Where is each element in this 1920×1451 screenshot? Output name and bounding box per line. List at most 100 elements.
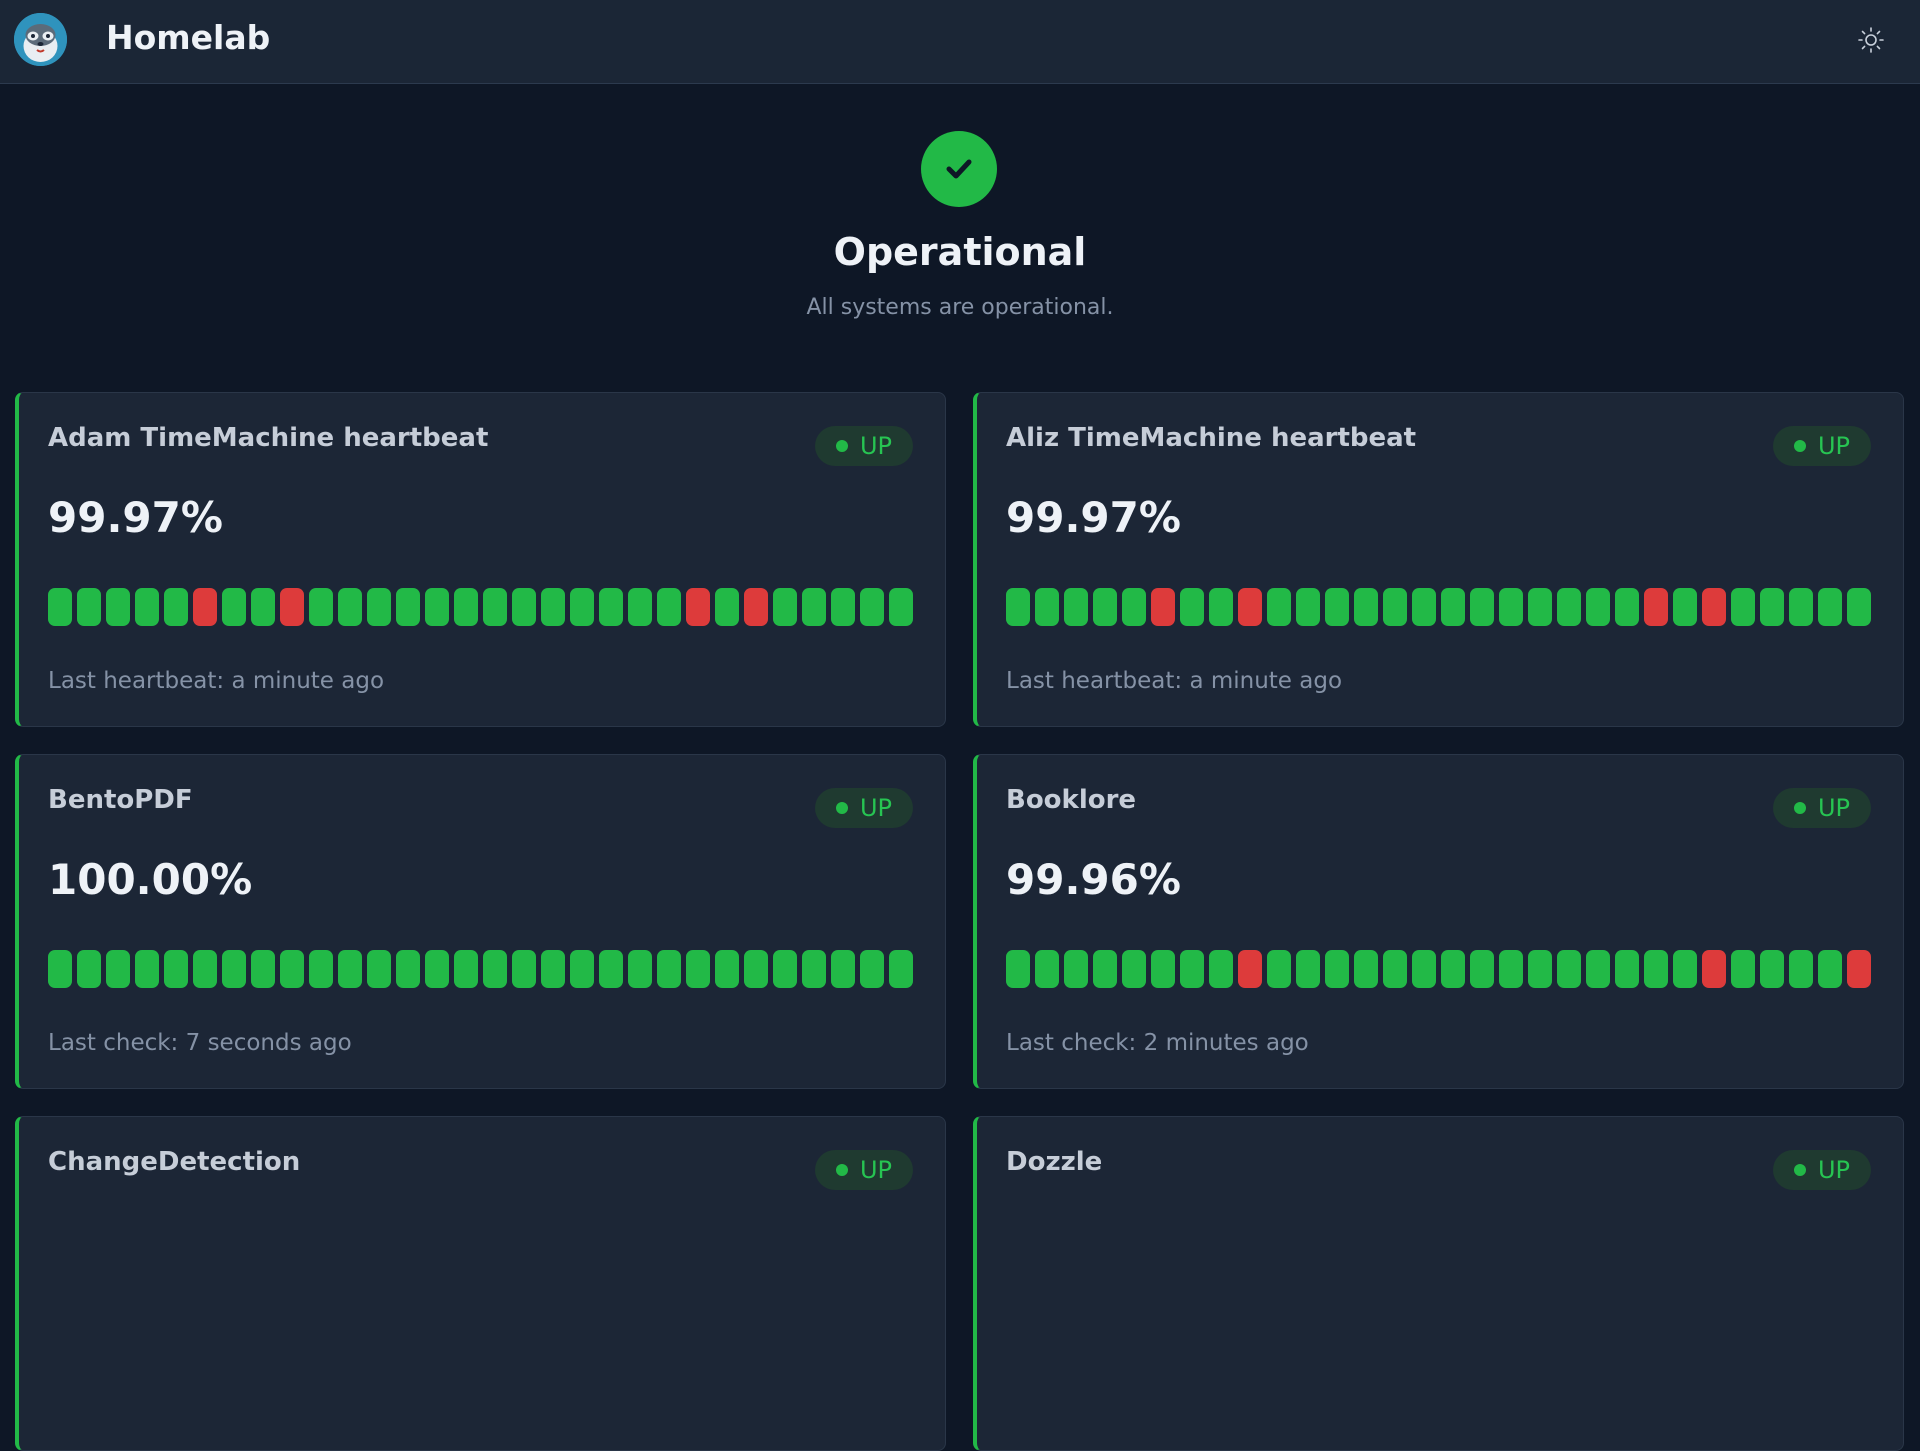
heartbeat-up[interactable]: [1035, 950, 1059, 988]
heartbeat-up[interactable]: [889, 588, 913, 626]
heartbeat-up[interactable]: [512, 950, 536, 988]
heartbeat-up[interactable]: [1093, 588, 1117, 626]
heartbeat-up[interactable]: [628, 588, 652, 626]
heartbeat-up[interactable]: [1064, 588, 1088, 626]
heartbeat-up[interactable]: [773, 950, 797, 988]
heartbeat-up[interactable]: [1615, 588, 1639, 626]
heartbeat-up[interactable]: [773, 588, 797, 626]
heartbeat-up[interactable]: [1383, 588, 1407, 626]
heartbeat-up[interactable]: [309, 950, 333, 988]
heartbeat-up[interactable]: [1006, 950, 1030, 988]
heartbeat-up[interactable]: [1586, 588, 1610, 626]
heartbeat-up[interactable]: [222, 588, 246, 626]
heartbeat-up[interactable]: [367, 950, 391, 988]
heartbeat-up[interactable]: [1325, 588, 1349, 626]
heartbeat-up[interactable]: [1122, 950, 1146, 988]
heartbeat-up[interactable]: [802, 588, 826, 626]
heartbeat-up[interactable]: [1441, 588, 1465, 626]
heartbeat-up[interactable]: [686, 950, 710, 988]
heartbeat-up[interactable]: [657, 588, 681, 626]
heartbeat-up[interactable]: [1354, 588, 1378, 626]
heartbeat-up[interactable]: [860, 950, 884, 988]
heartbeat-up[interactable]: [1760, 950, 1784, 988]
heartbeat-up[interactable]: [1267, 950, 1291, 988]
heartbeat-up[interactable]: [599, 950, 623, 988]
heartbeat-up[interactable]: [1528, 950, 1552, 988]
heartbeat-down[interactable]: [1644, 588, 1668, 626]
heartbeat-up[interactable]: [1180, 588, 1204, 626]
heartbeat-up[interactable]: [1006, 588, 1030, 626]
heartbeat-up[interactable]: [48, 950, 72, 988]
heartbeat-down[interactable]: [1238, 588, 1262, 626]
heartbeat-up[interactable]: [1470, 588, 1494, 626]
heartbeat-up[interactable]: [1267, 588, 1291, 626]
heartbeat-up[interactable]: [1499, 950, 1523, 988]
monitor-card[interactable]: ChangeDetection UP: [15, 1116, 946, 1451]
heartbeat-down[interactable]: [1702, 588, 1726, 626]
heartbeat-up[interactable]: [1731, 950, 1755, 988]
heartbeat-up[interactable]: [193, 950, 217, 988]
heartbeat-up[interactable]: [1789, 588, 1813, 626]
heartbeat-up[interactable]: [1818, 950, 1842, 988]
heartbeat-up[interactable]: [831, 588, 855, 626]
heartbeat-up[interactable]: [1673, 950, 1697, 988]
heartbeat-up[interactable]: [570, 950, 594, 988]
heartbeat-up[interactable]: [251, 950, 275, 988]
heartbeat-up[interactable]: [135, 588, 159, 626]
heartbeat-up[interactable]: [1586, 950, 1610, 988]
heartbeat-down[interactable]: [744, 588, 768, 626]
heartbeat-up[interactable]: [454, 950, 478, 988]
monitor-card[interactable]: Aliz TimeMachine heartbeat UP 99.97% Last h…: [973, 392, 1904, 727]
heartbeat-up[interactable]: [425, 950, 449, 988]
heartbeat-up[interactable]: [1325, 950, 1349, 988]
heartbeat-up[interactable]: [1470, 950, 1494, 988]
heartbeat-up[interactable]: [1760, 588, 1784, 626]
heartbeat-up[interactable]: [1847, 588, 1871, 626]
heartbeat-up[interactable]: [1615, 950, 1639, 988]
heartbeat-up[interactable]: [541, 588, 565, 626]
heartbeat-up[interactable]: [831, 950, 855, 988]
heartbeat-up[interactable]: [222, 950, 246, 988]
monitor-card[interactable]: Adam TimeMachine heartbeat UP 99.97% Last h…: [15, 392, 946, 727]
heartbeat-up[interactable]: [1383, 950, 1407, 988]
heartbeat-up[interactable]: [77, 588, 101, 626]
heartbeat-up[interactable]: [1789, 950, 1813, 988]
heartbeat-down[interactable]: [280, 588, 304, 626]
heartbeat-up[interactable]: [1180, 950, 1204, 988]
heartbeat-up[interactable]: [106, 950, 130, 988]
heartbeat-up[interactable]: [1818, 588, 1842, 626]
heartbeat-up[interactable]: [1209, 588, 1233, 626]
heartbeat-down[interactable]: [193, 588, 217, 626]
heartbeat-up[interactable]: [860, 588, 884, 626]
heartbeat-up[interactable]: [1093, 950, 1117, 988]
heartbeat-up[interactable]: [599, 588, 623, 626]
heartbeat-up[interactable]: [1644, 950, 1668, 988]
heartbeat-up[interactable]: [1296, 588, 1320, 626]
heartbeat-up[interactable]: [802, 950, 826, 988]
heartbeat-up[interactable]: [1412, 588, 1436, 626]
heartbeat-up[interactable]: [889, 950, 913, 988]
heartbeat-up[interactable]: [483, 950, 507, 988]
heartbeat-down[interactable]: [686, 588, 710, 626]
monitor-card[interactable]: BentoPDF UP 100.00% Last check: 7 seconds a…: [15, 754, 946, 1089]
heartbeat-up[interactable]: [570, 588, 594, 626]
heartbeat-up[interactable]: [1499, 588, 1523, 626]
heartbeat-up[interactable]: [1731, 588, 1755, 626]
heartbeat-up[interactable]: [454, 588, 478, 626]
theme-toggle-button[interactable]: [1853, 22, 1889, 58]
heartbeat-up[interactable]: [1296, 950, 1320, 988]
heartbeat-up[interactable]: [744, 950, 768, 988]
heartbeat-up[interactable]: [1122, 588, 1146, 626]
heartbeat-up[interactable]: [48, 588, 72, 626]
heartbeat-up[interactable]: [309, 588, 333, 626]
heartbeat-up[interactable]: [715, 950, 739, 988]
heartbeat-up[interactable]: [164, 950, 188, 988]
heartbeat-up[interactable]: [1412, 950, 1436, 988]
heartbeat-up[interactable]: [1151, 950, 1175, 988]
heartbeat-down[interactable]: [1847, 950, 1871, 988]
heartbeat-up[interactable]: [715, 588, 739, 626]
heartbeat-up[interactable]: [396, 950, 420, 988]
heartbeat-up[interactable]: [106, 588, 130, 626]
heartbeat-up[interactable]: [1064, 950, 1088, 988]
heartbeat-up[interactable]: [338, 950, 362, 988]
